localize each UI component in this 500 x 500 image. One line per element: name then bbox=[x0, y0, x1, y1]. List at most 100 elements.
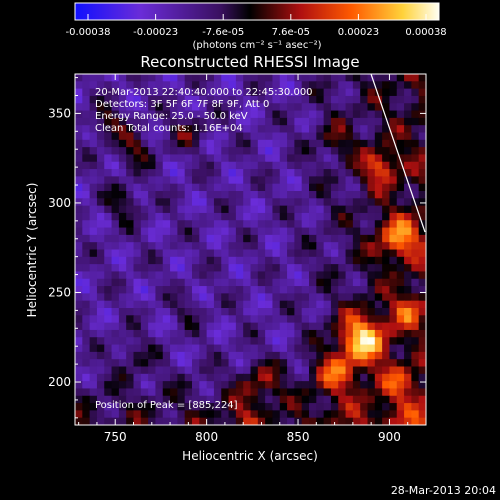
heatmap-cell bbox=[111, 132, 120, 141]
heatmap-cell bbox=[301, 403, 310, 411]
heatmap-cell bbox=[360, 95, 369, 104]
heatmap-cell bbox=[192, 169, 200, 177]
heatmap-cell bbox=[177, 410, 186, 419]
heatmap-cell bbox=[374, 169, 383, 177]
heatmap-cell bbox=[418, 110, 426, 119]
heatmap-cell bbox=[104, 220, 113, 229]
heatmap-cell bbox=[228, 220, 237, 229]
heatmap-cell bbox=[162, 198, 171, 207]
heatmap-cell bbox=[235, 110, 244, 119]
heatmap-cell bbox=[243, 381, 252, 390]
heatmap-cell bbox=[104, 242, 113, 251]
heatmap-cell bbox=[162, 220, 171, 229]
heatmap-cell bbox=[338, 256, 347, 265]
heatmap-cell bbox=[89, 191, 98, 199]
heatmap-cell bbox=[82, 388, 91, 397]
heatmap-cell bbox=[184, 278, 193, 287]
heatmap-cell bbox=[272, 183, 281, 192]
heatmap-cell bbox=[192, 191, 200, 199]
heatmap-cell bbox=[352, 183, 361, 192]
heatmap-cell bbox=[148, 132, 157, 141]
heatmap-cell bbox=[89, 132, 98, 141]
heatmap-cell bbox=[228, 117, 237, 126]
heatmap-cell bbox=[316, 278, 325, 287]
heatmap-cell bbox=[111, 88, 120, 97]
heatmap-cell bbox=[257, 220, 266, 229]
heatmap-cell bbox=[133, 74, 142, 82]
heatmap-cell bbox=[235, 403, 244, 411]
heatmap-cell bbox=[192, 286, 200, 294]
heatmap-cell bbox=[235, 344, 244, 353]
heatmap-cell bbox=[104, 103, 113, 112]
heatmap-cell bbox=[396, 205, 405, 214]
heatmap-cell bbox=[89, 147, 98, 156]
y-tick-label: 200 bbox=[48, 375, 71, 389]
heatmap-cell bbox=[140, 169, 149, 177]
heatmap-cell bbox=[287, 373, 295, 382]
heatmap-cell bbox=[75, 183, 83, 192]
heatmap-cell bbox=[162, 95, 171, 104]
heatmap-cell bbox=[140, 388, 149, 397]
heatmap-cell bbox=[75, 249, 83, 258]
heatmap-cell bbox=[118, 264, 127, 273]
heatmap-cell bbox=[345, 191, 354, 199]
heatmap-cell bbox=[338, 403, 347, 411]
heatmap-cell bbox=[404, 417, 412, 425]
heatmap-cell bbox=[206, 300, 215, 309]
heatmap-cell bbox=[162, 293, 171, 302]
heatmap-cell bbox=[309, 227, 317, 236]
annotation-line: Detectors: 3F 5F 6F 7F 8F 9F, Att 0 bbox=[95, 99, 269, 110]
heatmap-cell bbox=[389, 161, 398, 170]
heatmap-cell bbox=[118, 271, 127, 280]
heatmap-cell bbox=[184, 88, 193, 97]
heatmap-cell bbox=[279, 88, 288, 97]
heatmap-cell bbox=[396, 366, 405, 375]
heatmap-cell bbox=[404, 249, 412, 258]
heatmap-cell bbox=[294, 300, 303, 309]
heatmap-cell bbox=[367, 417, 376, 425]
heatmap-cell bbox=[338, 286, 347, 294]
heatmap-cell bbox=[411, 322, 420, 331]
heatmap-cell bbox=[404, 403, 412, 411]
heatmap-cell bbox=[235, 329, 244, 338]
heatmap-cell bbox=[382, 242, 391, 251]
heatmap-cell bbox=[111, 169, 120, 177]
heatmap-cell bbox=[155, 329, 164, 338]
heatmap-cell bbox=[243, 212, 252, 221]
heatmap-cell bbox=[294, 191, 303, 199]
heatmap-cell bbox=[265, 264, 274, 273]
heatmap-cell bbox=[82, 351, 91, 360]
heatmap-cell bbox=[345, 205, 354, 214]
heatmap-cell bbox=[279, 351, 288, 360]
heatmap-cell bbox=[323, 381, 332, 390]
heatmap-cell bbox=[133, 417, 142, 425]
heatmap-cell bbox=[213, 329, 222, 338]
heatmap-cell bbox=[301, 388, 310, 397]
heatmap-cell bbox=[111, 300, 120, 309]
heatmap-cell bbox=[301, 417, 310, 425]
heatmap-cell bbox=[367, 381, 376, 390]
heatmap-cell bbox=[243, 344, 252, 353]
heatmap-cell bbox=[235, 103, 244, 112]
heatmap-cell bbox=[360, 344, 369, 353]
heatmap-cell bbox=[228, 205, 237, 214]
heatmap-cell bbox=[411, 110, 420, 119]
colorbar-tick-label: -0.00023 bbox=[133, 27, 178, 38]
heatmap-cell bbox=[235, 95, 244, 104]
heatmap-cell bbox=[96, 154, 105, 163]
colorbar-tick-label: -7.6e-05 bbox=[202, 27, 244, 38]
heatmap-cell bbox=[111, 271, 120, 280]
heatmap-cell bbox=[367, 132, 376, 141]
heatmap-cell bbox=[389, 81, 398, 90]
heatmap-cell bbox=[272, 169, 281, 177]
heatmap-cell bbox=[206, 227, 215, 236]
heatmap-cell bbox=[338, 198, 347, 207]
heatmap-cell bbox=[148, 242, 157, 251]
heatmap-cell bbox=[177, 286, 186, 294]
heatmap-cell bbox=[250, 212, 259, 221]
heatmap-cell bbox=[235, 132, 244, 141]
heatmap-cell bbox=[148, 227, 157, 236]
heatmap-cell bbox=[96, 410, 105, 419]
heatmap-cell bbox=[199, 81, 208, 90]
heatmap-cell bbox=[118, 417, 127, 425]
